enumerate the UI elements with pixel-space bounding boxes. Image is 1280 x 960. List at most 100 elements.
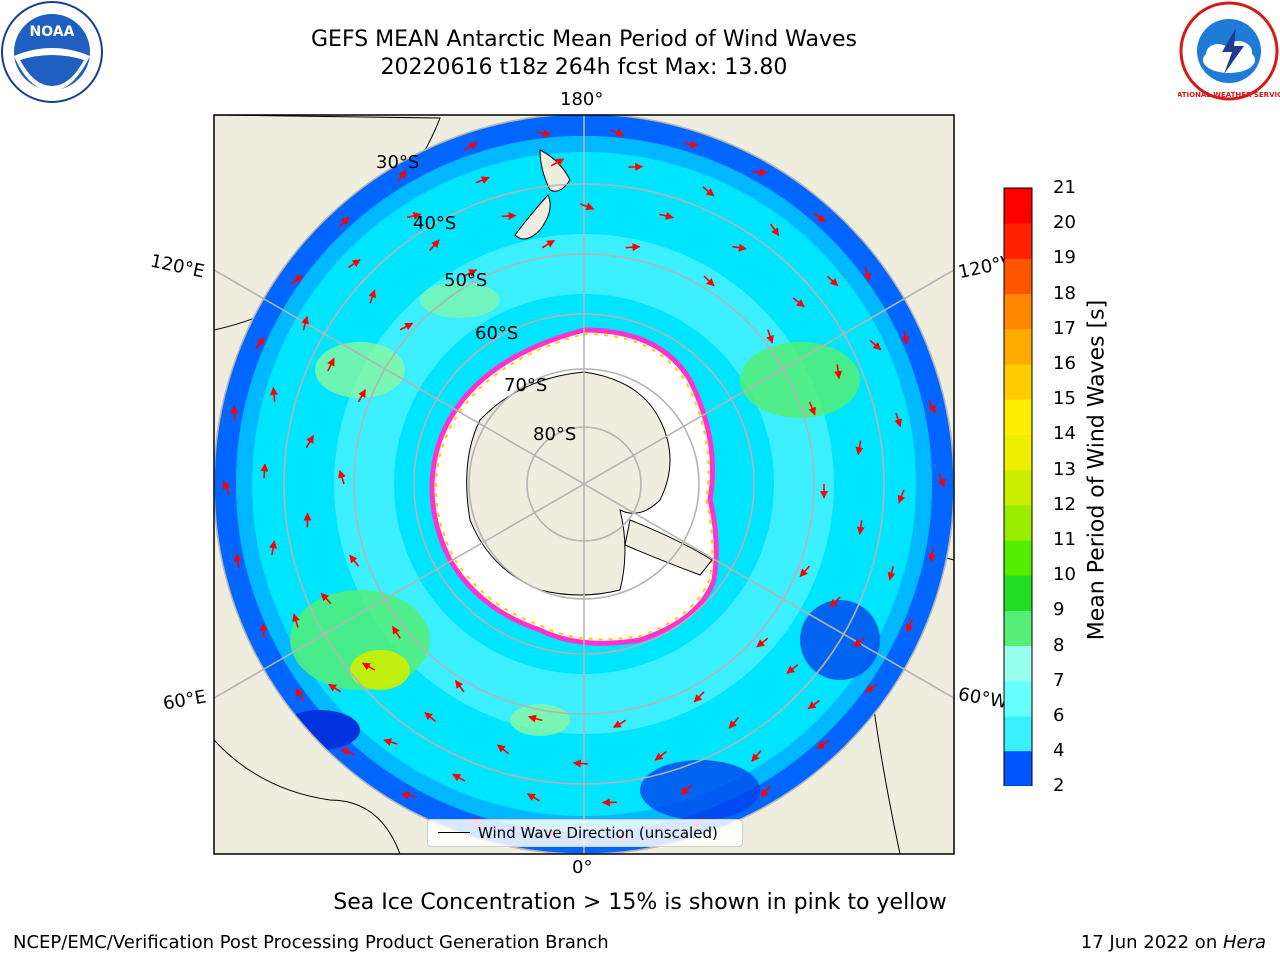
wind-wave-arrow xyxy=(894,412,902,428)
lat-label-80s: 80°S xyxy=(533,424,577,445)
wind-wave-arrow xyxy=(887,566,896,581)
wind-wave-arrow xyxy=(406,212,422,220)
graticule xyxy=(214,115,954,854)
wind-wave-arrow xyxy=(869,339,882,351)
wind-wave-arrow xyxy=(751,750,762,762)
noaa-logo-icon: NOAA xyxy=(1,1,103,103)
wind-wave-arrow xyxy=(255,337,265,350)
wind-wave-arrow xyxy=(528,714,543,723)
colorbar-segment xyxy=(1004,540,1032,576)
colorbar-segment xyxy=(1004,293,1032,330)
colorbar-segment xyxy=(1004,223,1032,259)
wind-wave-arrow xyxy=(400,791,416,800)
colorbar-tick-label: 11 xyxy=(1053,529,1076,550)
map-legend: Wind Wave Direction (unscaled) xyxy=(427,819,743,847)
wind-wave-arrow xyxy=(452,773,466,782)
footer-org: NCEP/EMC/Verification Post Processing Pr… xyxy=(13,932,609,953)
wind-wave-arrow xyxy=(361,662,376,671)
colorbar-tick-label: 7 xyxy=(1053,669,1065,691)
wind-wave-arrow xyxy=(475,176,490,184)
lat-label-70s: 70°S xyxy=(504,375,548,396)
wind-wave-arrow xyxy=(222,480,231,495)
colorbar-tick-label: 18 xyxy=(1053,282,1076,304)
wind-wave-arrow xyxy=(937,473,946,488)
wind-wave-arrow xyxy=(659,212,674,220)
wind-wave-arrow xyxy=(305,434,315,449)
colorbar-segment xyxy=(1004,716,1032,752)
wind-wave-arrow xyxy=(338,469,346,485)
wind-wave-arrow xyxy=(856,520,865,535)
wind-wave-arrow xyxy=(703,275,715,287)
wind-wave-arrow xyxy=(906,618,914,633)
wind-wave-arrow xyxy=(383,738,398,746)
colorbar-segment xyxy=(1004,364,1032,400)
wind-wave-arrow xyxy=(760,785,771,798)
colorbar-segment xyxy=(1004,258,1032,295)
wind-wave-arrow xyxy=(340,748,355,756)
wind-wave-arrow xyxy=(808,401,816,416)
wind-wave-arrow xyxy=(864,683,878,693)
wind-wave-arrow xyxy=(429,239,440,251)
africa-land xyxy=(214,739,401,854)
wind-wave-arrow xyxy=(496,744,510,755)
wind-wave-arrow xyxy=(826,275,839,287)
colorbar-tick-label: 13 xyxy=(1053,458,1076,480)
new-zealand-south xyxy=(514,194,551,240)
colorbar-tick-label: 15 xyxy=(1053,388,1076,410)
footer-date: 17 Jun 2022 on Hera xyxy=(1081,932,1266,953)
wind-wave-arrow xyxy=(464,142,478,151)
wind-wave-arrow xyxy=(259,622,268,638)
wind-wave-arrow xyxy=(728,717,739,729)
wind-wave-arrow xyxy=(928,399,936,414)
wind-wave-arrow xyxy=(853,637,866,648)
wind-wave-arrow xyxy=(680,784,693,795)
colorbar-tick-label: 12 xyxy=(1053,493,1076,515)
wave-patch-pacific xyxy=(740,342,860,418)
map-frame xyxy=(213,114,955,855)
colorbar-tick-label: 6 xyxy=(1053,705,1065,726)
colorbar-segment xyxy=(1004,610,1032,647)
wind-wave-arrow xyxy=(260,463,269,479)
wave-patch-tasman xyxy=(315,342,405,398)
footer-host: Hera xyxy=(1222,932,1266,953)
colorbar-tick-label: 8 xyxy=(1053,634,1065,656)
wind-wave-arrow xyxy=(732,243,747,252)
wind-wave-arrow xyxy=(792,297,805,308)
colorbar-segment xyxy=(1004,680,1032,717)
wind-wave-arrow xyxy=(338,216,350,228)
wind-wave-arrow xyxy=(813,212,826,223)
wind-wave-arrow xyxy=(752,168,768,177)
wind-wave-arrow xyxy=(501,211,517,220)
wind-wave-arrow xyxy=(855,440,864,456)
wind-wave-arrow xyxy=(368,289,377,304)
colorbar-segment xyxy=(1004,645,1032,682)
wind-wave-arrow xyxy=(897,489,906,504)
wind-wave-arrow xyxy=(769,223,780,237)
title-line-1: GEFS MEAN Antarctic Mean Period of Wind … xyxy=(311,27,857,52)
wind-wave-arrow xyxy=(463,268,478,277)
colorbar-tick-label: 14 xyxy=(1053,423,1076,445)
nws-logo-icon: NATIONAL WEATHER SERVICE xyxy=(1178,1,1280,101)
colorbar xyxy=(1003,187,1033,786)
wind-wave-arrow xyxy=(290,275,304,285)
wind-wave-arrow xyxy=(541,239,555,249)
wind-wave-arrow xyxy=(786,664,799,674)
wind-wave-arrow xyxy=(270,387,278,402)
wind-wave-arrow xyxy=(328,683,342,693)
wind-wave-arrow xyxy=(683,140,699,149)
colorbar-tick-label: 19 xyxy=(1053,247,1076,269)
wind-wave-arrow xyxy=(347,259,361,269)
wind-wave-arrow xyxy=(269,540,278,556)
lat-label-50s: 50°S xyxy=(444,270,488,291)
colorbar-segment xyxy=(1004,434,1032,471)
footer-date-text: 17 Jun 2022 on xyxy=(1080,932,1223,953)
wind-wave-arrow xyxy=(807,699,821,710)
wind-wave-arrow xyxy=(610,129,625,137)
wind-wave-arrow xyxy=(295,687,304,702)
wind-wave-arrow xyxy=(454,680,465,693)
colorbar-segment xyxy=(1004,504,1032,541)
wind-wave-arrow xyxy=(799,565,811,578)
wind-wave-arrow xyxy=(424,711,437,723)
wind-wave-arrow xyxy=(301,315,310,331)
colorbar-tick-label: 17 xyxy=(1053,317,1076,339)
